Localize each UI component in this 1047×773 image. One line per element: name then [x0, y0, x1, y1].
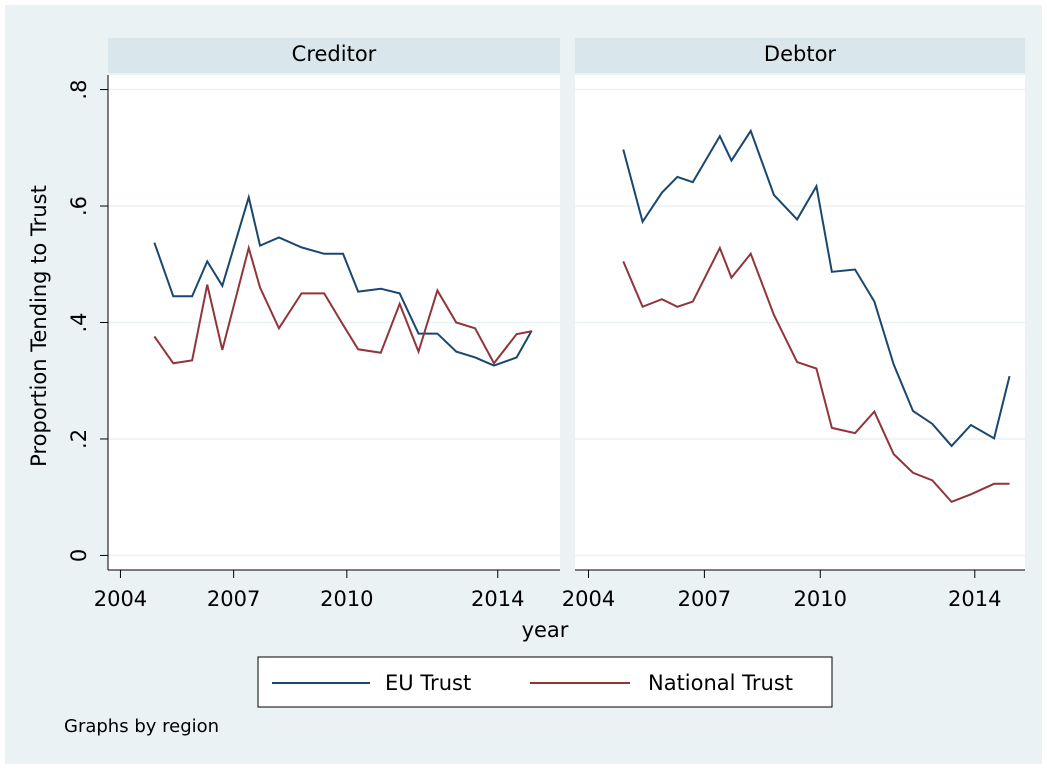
line: [153, 193, 533, 367]
y-tick-label: 0: [67, 549, 91, 562]
y-tick-label: .4: [67, 312, 91, 332]
x-tick-label: 2014: [948, 587, 1001, 611]
strip: [575, 38, 1025, 73]
panel-title: Creditor: [292, 42, 377, 66]
x-tick-label: 2010: [320, 587, 373, 611]
x-tick-label: 2004: [562, 587, 615, 611]
y-axis-label: Proportion Tending to Trust: [27, 185, 51, 467]
strip: [108, 38, 560, 73]
legend-label: EU Trust: [385, 671, 471, 695]
y-tick-label: .2: [67, 429, 91, 449]
line: [153, 244, 532, 366]
note: Graphs by region: [64, 716, 219, 737]
y-tick-label: .6: [67, 196, 91, 216]
x-tick-label: 2007: [207, 587, 260, 611]
panel-title: Debtor: [764, 42, 837, 66]
y-tick-label: .8: [67, 80, 91, 100]
line: [622, 245, 1010, 504]
x-axis-label: year: [522, 618, 569, 642]
x-tick-label: 2007: [678, 587, 731, 611]
x-tick-label: 2014: [471, 587, 524, 611]
x-tick-label: 2010: [794, 587, 847, 611]
line: [622, 128, 1011, 448]
legend-label: National Trust: [648, 671, 793, 695]
x-tick-label: 2004: [94, 587, 147, 611]
